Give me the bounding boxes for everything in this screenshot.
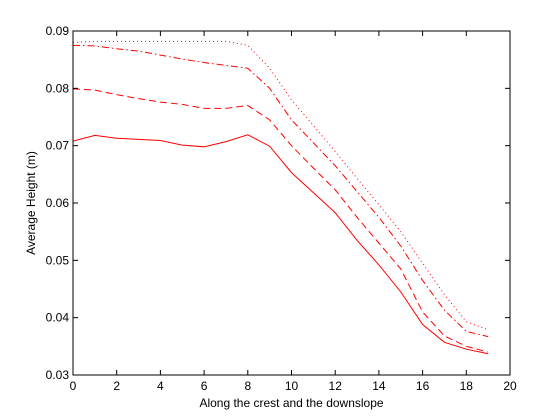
series-line-dashdot xyxy=(72,44,489,338)
y-tick-label: 0.03 xyxy=(46,368,70,382)
y-tick-label: 0.04 xyxy=(46,311,70,325)
x-tick-label: 10 xyxy=(285,379,299,393)
x-tick-label: 6 xyxy=(201,379,208,393)
y-tick-label: 0.08 xyxy=(46,81,70,95)
x-tick-label: 2 xyxy=(113,379,120,393)
x-tick-label: 18 xyxy=(460,379,474,393)
x-tick-label: 12 xyxy=(329,379,343,393)
x-tick-label: 16 xyxy=(416,379,430,393)
series-layer xyxy=(72,40,489,355)
plot-area xyxy=(73,31,510,375)
series-line-dashed xyxy=(72,88,489,353)
tick-layer: 0 2 4 6 8 10 12 14 16 18 20 0.03 0.04 0.05 0.06 0.07 0.0… xyxy=(46,24,517,393)
x-tick-label: 20 xyxy=(503,379,517,393)
series-line-dotted xyxy=(72,40,489,331)
x-tick-label: 0 xyxy=(70,379,77,393)
y-tick-label: 0.06 xyxy=(46,196,70,210)
y-tick-label: 0.07 xyxy=(46,139,70,153)
x-axis-label: Along the crest and the downslope xyxy=(199,396,383,410)
x-tick-label: 8 xyxy=(244,379,251,393)
x-tick-label: 4 xyxy=(157,379,164,393)
y-tick-label: 0.09 xyxy=(46,24,70,38)
series-line-solid xyxy=(72,134,489,355)
y-tick-label: 0.05 xyxy=(46,253,70,267)
y-axis-label: Average Height (m) xyxy=(24,151,38,255)
x-tick-label: 14 xyxy=(372,379,386,393)
